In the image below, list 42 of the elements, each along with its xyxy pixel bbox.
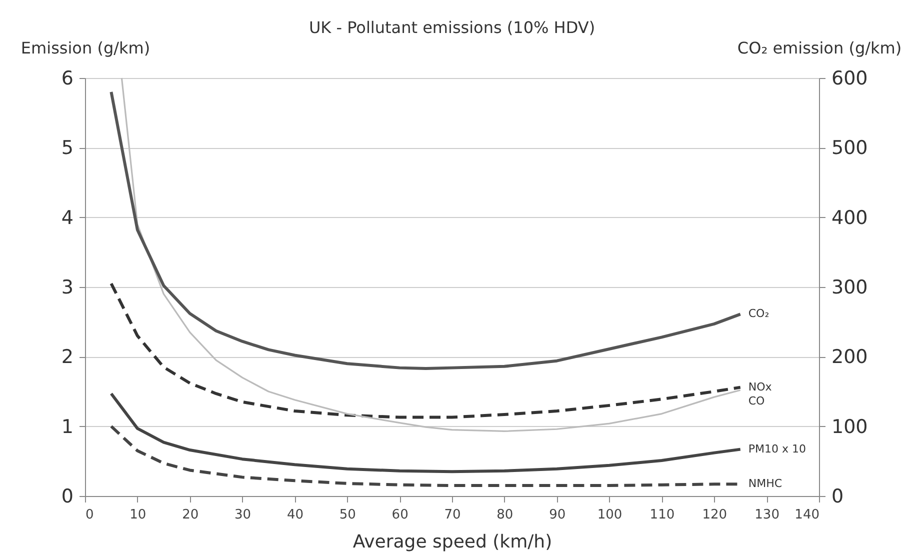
- x-tick-label: 140: [794, 508, 820, 522]
- y-tick-label: 1: [61, 416, 74, 438]
- y-tick-label: 2: [61, 346, 74, 368]
- y-axis-title: Emission (g/km): [20, 38, 150, 58]
- x-tick-label: 70: [444, 508, 461, 522]
- x-tick-label: 40: [286, 508, 304, 522]
- line-series: [110, 392, 742, 474]
- x-axis-title: Average speed (km/h): [352, 532, 552, 552]
- y2-tick-label: 500: [832, 137, 868, 160]
- x-tick-label: 10: [130, 508, 146, 522]
- y-tick-label: 3: [61, 276, 74, 298]
- series-label: NMHC: [748, 477, 782, 490]
- y2-axis-title: CO₂ emission (g/km): [737, 38, 902, 58]
- y2-tick-label: 300: [832, 276, 868, 298]
- line-series: [110, 90, 742, 370]
- y-tick-label: 6: [61, 68, 74, 90]
- x-tick-label: 0: [86, 508, 94, 522]
- x-tick-label: 80: [496, 508, 514, 522]
- x-tick-label: 100: [597, 508, 622, 522]
- chart-title: UK - Pollutant emissions (10% HDV): [308, 18, 596, 37]
- y2-tick-label: 200: [832, 346, 868, 368]
- line-series: [120, 77, 742, 432]
- y-tick-label: 5: [61, 137, 74, 160]
- x-tick-label: 50: [339, 508, 356, 522]
- y2-tick-label: 600: [832, 68, 868, 90]
- series-label: NOx: [748, 380, 772, 394]
- y2-tick-label: 100: [832, 416, 868, 438]
- series-label: PM10 x 10: [748, 442, 806, 456]
- x-tick-label: 20: [182, 508, 199, 522]
- y-tick-label: 4: [61, 206, 74, 229]
- x-tick-label: 30: [234, 508, 252, 522]
- x-tick-label: 60: [392, 508, 408, 522]
- y2-tick-label: 0: [832, 486, 844, 508]
- x-tick-label: 120: [702, 508, 728, 522]
- series-label: CO: [748, 394, 766, 408]
- x-tick-label: 110: [650, 508, 675, 522]
- series-label: CO₂: [748, 307, 770, 320]
- x-tick-label: 90: [549, 508, 566, 522]
- y2-tick-label: 400: [832, 206, 868, 229]
- y-tick-label: 0: [61, 486, 74, 508]
- x-tick-label: 130: [754, 508, 780, 522]
- line-series: [110, 282, 742, 419]
